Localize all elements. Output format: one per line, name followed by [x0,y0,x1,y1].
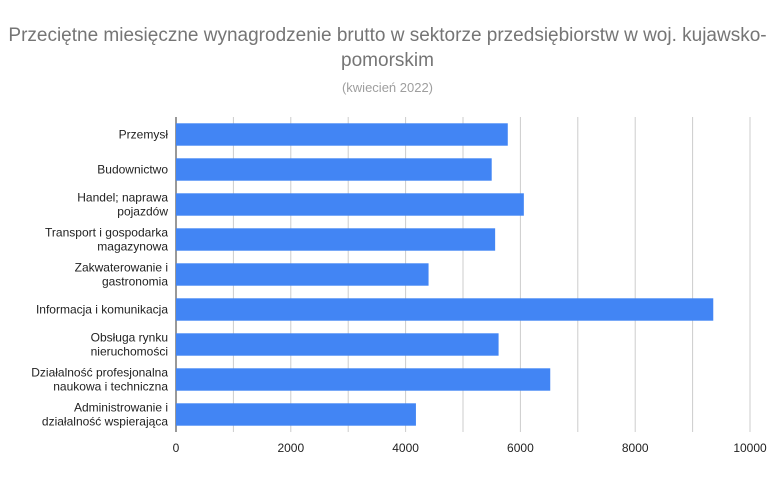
x-tick-label: 0 [173,441,180,455]
x-tick-label: 6000 [507,441,534,455]
bar-4 [176,228,496,251]
bar-6 [176,298,714,321]
bar-8 [176,368,551,391]
x-tick-label: 10000 [733,441,767,455]
category-label: Przemysł [119,128,169,142]
category-label: naukowa i techniczna [53,380,168,394]
chart-subtitle: (kwiecień 2022) [341,80,434,95]
bars [176,123,714,426]
x-tick-label: 2000 [277,441,304,455]
category-label: nieruchomości [91,345,168,359]
bar-5 [176,263,429,286]
category-label: Handel; naprawa [77,191,168,205]
category-label: Zakwaterowanie i [75,261,168,275]
bar-9 [176,403,416,426]
chart-title: Przeciętne miesięczne wynagrodzenie brut… [8,25,767,71]
category-label: Administrowanie i [74,401,168,415]
bar-7 [176,333,499,356]
bar-3 [176,193,524,216]
category-label: Obsługa rynku [91,331,168,345]
category-label: pojazdów [117,205,168,219]
bar-1 [176,123,508,146]
category-label: Działalność profesjonalna [31,366,168,380]
category-label: działalność wspierająca [42,415,168,429]
category-label: Informacja i komunikacja [36,303,168,317]
category-label: gastronomia [102,275,168,289]
bar-2 [176,158,492,181]
category-label: magazynowa [97,240,168,254]
category-labels: Przemysł Budownictwo Handel; naprawapojazd… [31,128,168,429]
x-tick-label: 4000 [392,441,419,455]
category-label: Budownictwo [97,163,168,177]
x-tick-label: 8000 [622,441,649,455]
category-label: Transport i gospodarka [45,226,168,240]
x-axis-tick-labels: 0 2000 4000 6000 8000 10000 [173,441,767,455]
